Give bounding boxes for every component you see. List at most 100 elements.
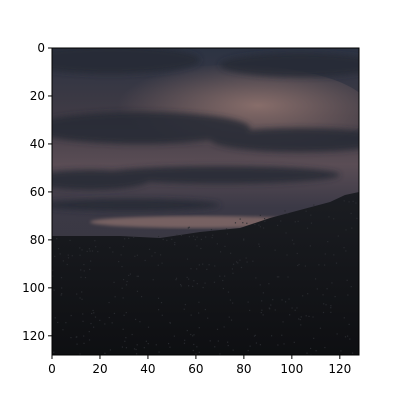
tree-speckle-dot xyxy=(83,335,85,337)
tree-speckle-dot xyxy=(187,227,189,229)
tree-speckle-dot xyxy=(81,298,83,300)
tree-speckle-dot xyxy=(129,273,132,275)
tree-speckle-dot xyxy=(313,337,315,339)
x-tick-label: 120 xyxy=(328,362,351,376)
tree-speckle-dot xyxy=(158,351,160,353)
y-tick-label: 40 xyxy=(30,137,45,151)
tree-speckle-dot xyxy=(113,281,115,283)
tree-speckle-dot xyxy=(192,335,194,337)
tree-speckle-dot xyxy=(231,268,234,270)
tree-speckle-dot xyxy=(79,297,81,299)
tree-speckle-dot xyxy=(120,254,122,256)
tree-speckle-dot xyxy=(122,297,124,299)
tree-speckle-dot xyxy=(99,319,101,321)
tree-speckle-dot xyxy=(296,307,298,309)
tree-speckle-dot xyxy=(183,308,185,310)
tree-speckle-dot xyxy=(262,314,264,316)
tree-speckle-dot xyxy=(253,335,256,337)
x-tick-label: 80 xyxy=(236,362,251,376)
tree-speckle-dot xyxy=(167,342,170,345)
tree-speckle-dot xyxy=(294,309,296,311)
tree-speckle-dot xyxy=(93,326,95,328)
tree-speckle-dot xyxy=(62,329,64,331)
tree-speckle-dot xyxy=(259,344,262,346)
x-axis: 0 20 40 60 80 100 120 xyxy=(48,355,351,376)
tree-speckle-dot xyxy=(192,235,195,237)
tree-speckle-dot xyxy=(216,243,219,245)
tree-speckle-dot xyxy=(192,285,194,287)
tree-speckle-dot xyxy=(289,314,291,316)
tree-speckle-dot xyxy=(340,350,342,352)
tree-speckle-dot xyxy=(350,212,352,215)
tree-speckle-dot xyxy=(54,255,56,257)
tree-speckle-dot xyxy=(223,326,225,328)
tree-speckle-dot xyxy=(166,239,168,241)
tree-speckle-dot xyxy=(268,283,270,285)
tree-speckle-dot xyxy=(122,278,125,281)
tree-speckle-dot xyxy=(209,340,211,342)
tree-speckle-dot xyxy=(313,204,315,206)
tree-speckle-dot xyxy=(247,301,249,303)
tree-speckle-dot xyxy=(297,220,299,222)
landscape-photo xyxy=(52,48,359,355)
tree-speckle-dot xyxy=(214,346,216,348)
tree-speckle-dot xyxy=(81,291,83,293)
tree-speckle-dot xyxy=(90,322,92,325)
tree-speckle-dot xyxy=(144,259,146,262)
tree-speckle-dot xyxy=(294,221,296,223)
tree-speckle-dot xyxy=(188,278,190,280)
tree-speckle-dot xyxy=(269,308,271,310)
tree-speckle-dot xyxy=(161,262,163,264)
tree-speckle-dot xyxy=(124,340,126,342)
tree-speckle-dot xyxy=(230,319,233,321)
tree-speckle-dot xyxy=(349,338,351,340)
tree-speckle-dot xyxy=(169,321,171,324)
tree-speckle-dot xyxy=(136,254,138,256)
tree-speckle-dot xyxy=(264,220,266,222)
y-tick-label: 60 xyxy=(30,185,45,199)
tree-speckle-dot xyxy=(316,288,318,290)
tree-speckle-dot xyxy=(202,263,204,265)
tree-speckle-dot xyxy=(202,286,204,289)
tree-speckle-dot xyxy=(216,328,219,330)
tree-speckle-dot xyxy=(291,307,293,309)
tree-speckle-dot xyxy=(136,290,139,292)
tree-speckle-dot xyxy=(59,253,61,255)
tree-speckle-dot xyxy=(75,336,77,338)
tree-speckle-dot xyxy=(198,264,200,266)
x-tick-label: 20 xyxy=(92,362,107,376)
tree-speckle-dot xyxy=(293,243,295,245)
tree-speckle-dot xyxy=(134,255,136,257)
tree-speckle-dot xyxy=(136,344,138,346)
tree-speckle-dot xyxy=(122,328,124,330)
tree-speckle-dot xyxy=(151,255,153,257)
tree-speckle-dot xyxy=(343,247,345,249)
tree-speckle-dot xyxy=(86,250,88,253)
tree-speckle-dot xyxy=(113,312,116,315)
tree-speckle-dot xyxy=(298,318,300,320)
tree-speckle-dot xyxy=(176,234,178,236)
tree-speckle-dot xyxy=(79,254,81,256)
tree-speckle-dot xyxy=(352,200,354,202)
tree-speckle-dot xyxy=(300,316,302,318)
tree-speckle-dot xyxy=(60,277,63,279)
tree-speckle-dot xyxy=(323,303,325,305)
tree-speckle-dot xyxy=(268,307,270,309)
tree-speckle-dot xyxy=(56,238,58,240)
tree-speckle-dot xyxy=(262,292,264,294)
tree-speckle-dot xyxy=(70,314,72,317)
tree-speckle-dot xyxy=(124,238,126,240)
tree-speckle-dot xyxy=(309,347,312,350)
tree-speckle-dot xyxy=(258,245,261,248)
tree-speckle-dot xyxy=(128,237,130,239)
tree-speckle-dot xyxy=(174,243,176,246)
tree-speckle-dot xyxy=(274,249,276,251)
tree-speckle-dot xyxy=(118,261,120,263)
tree-speckle-dot xyxy=(261,309,263,311)
tree-speckle-dot xyxy=(260,311,262,314)
tree-speckle-dot xyxy=(346,279,348,281)
tree-speckle-dot xyxy=(258,224,260,226)
tree-speckle-dot xyxy=(79,353,81,355)
tree-speckle-dot xyxy=(91,250,94,252)
tree-speckle-dot xyxy=(219,275,221,277)
